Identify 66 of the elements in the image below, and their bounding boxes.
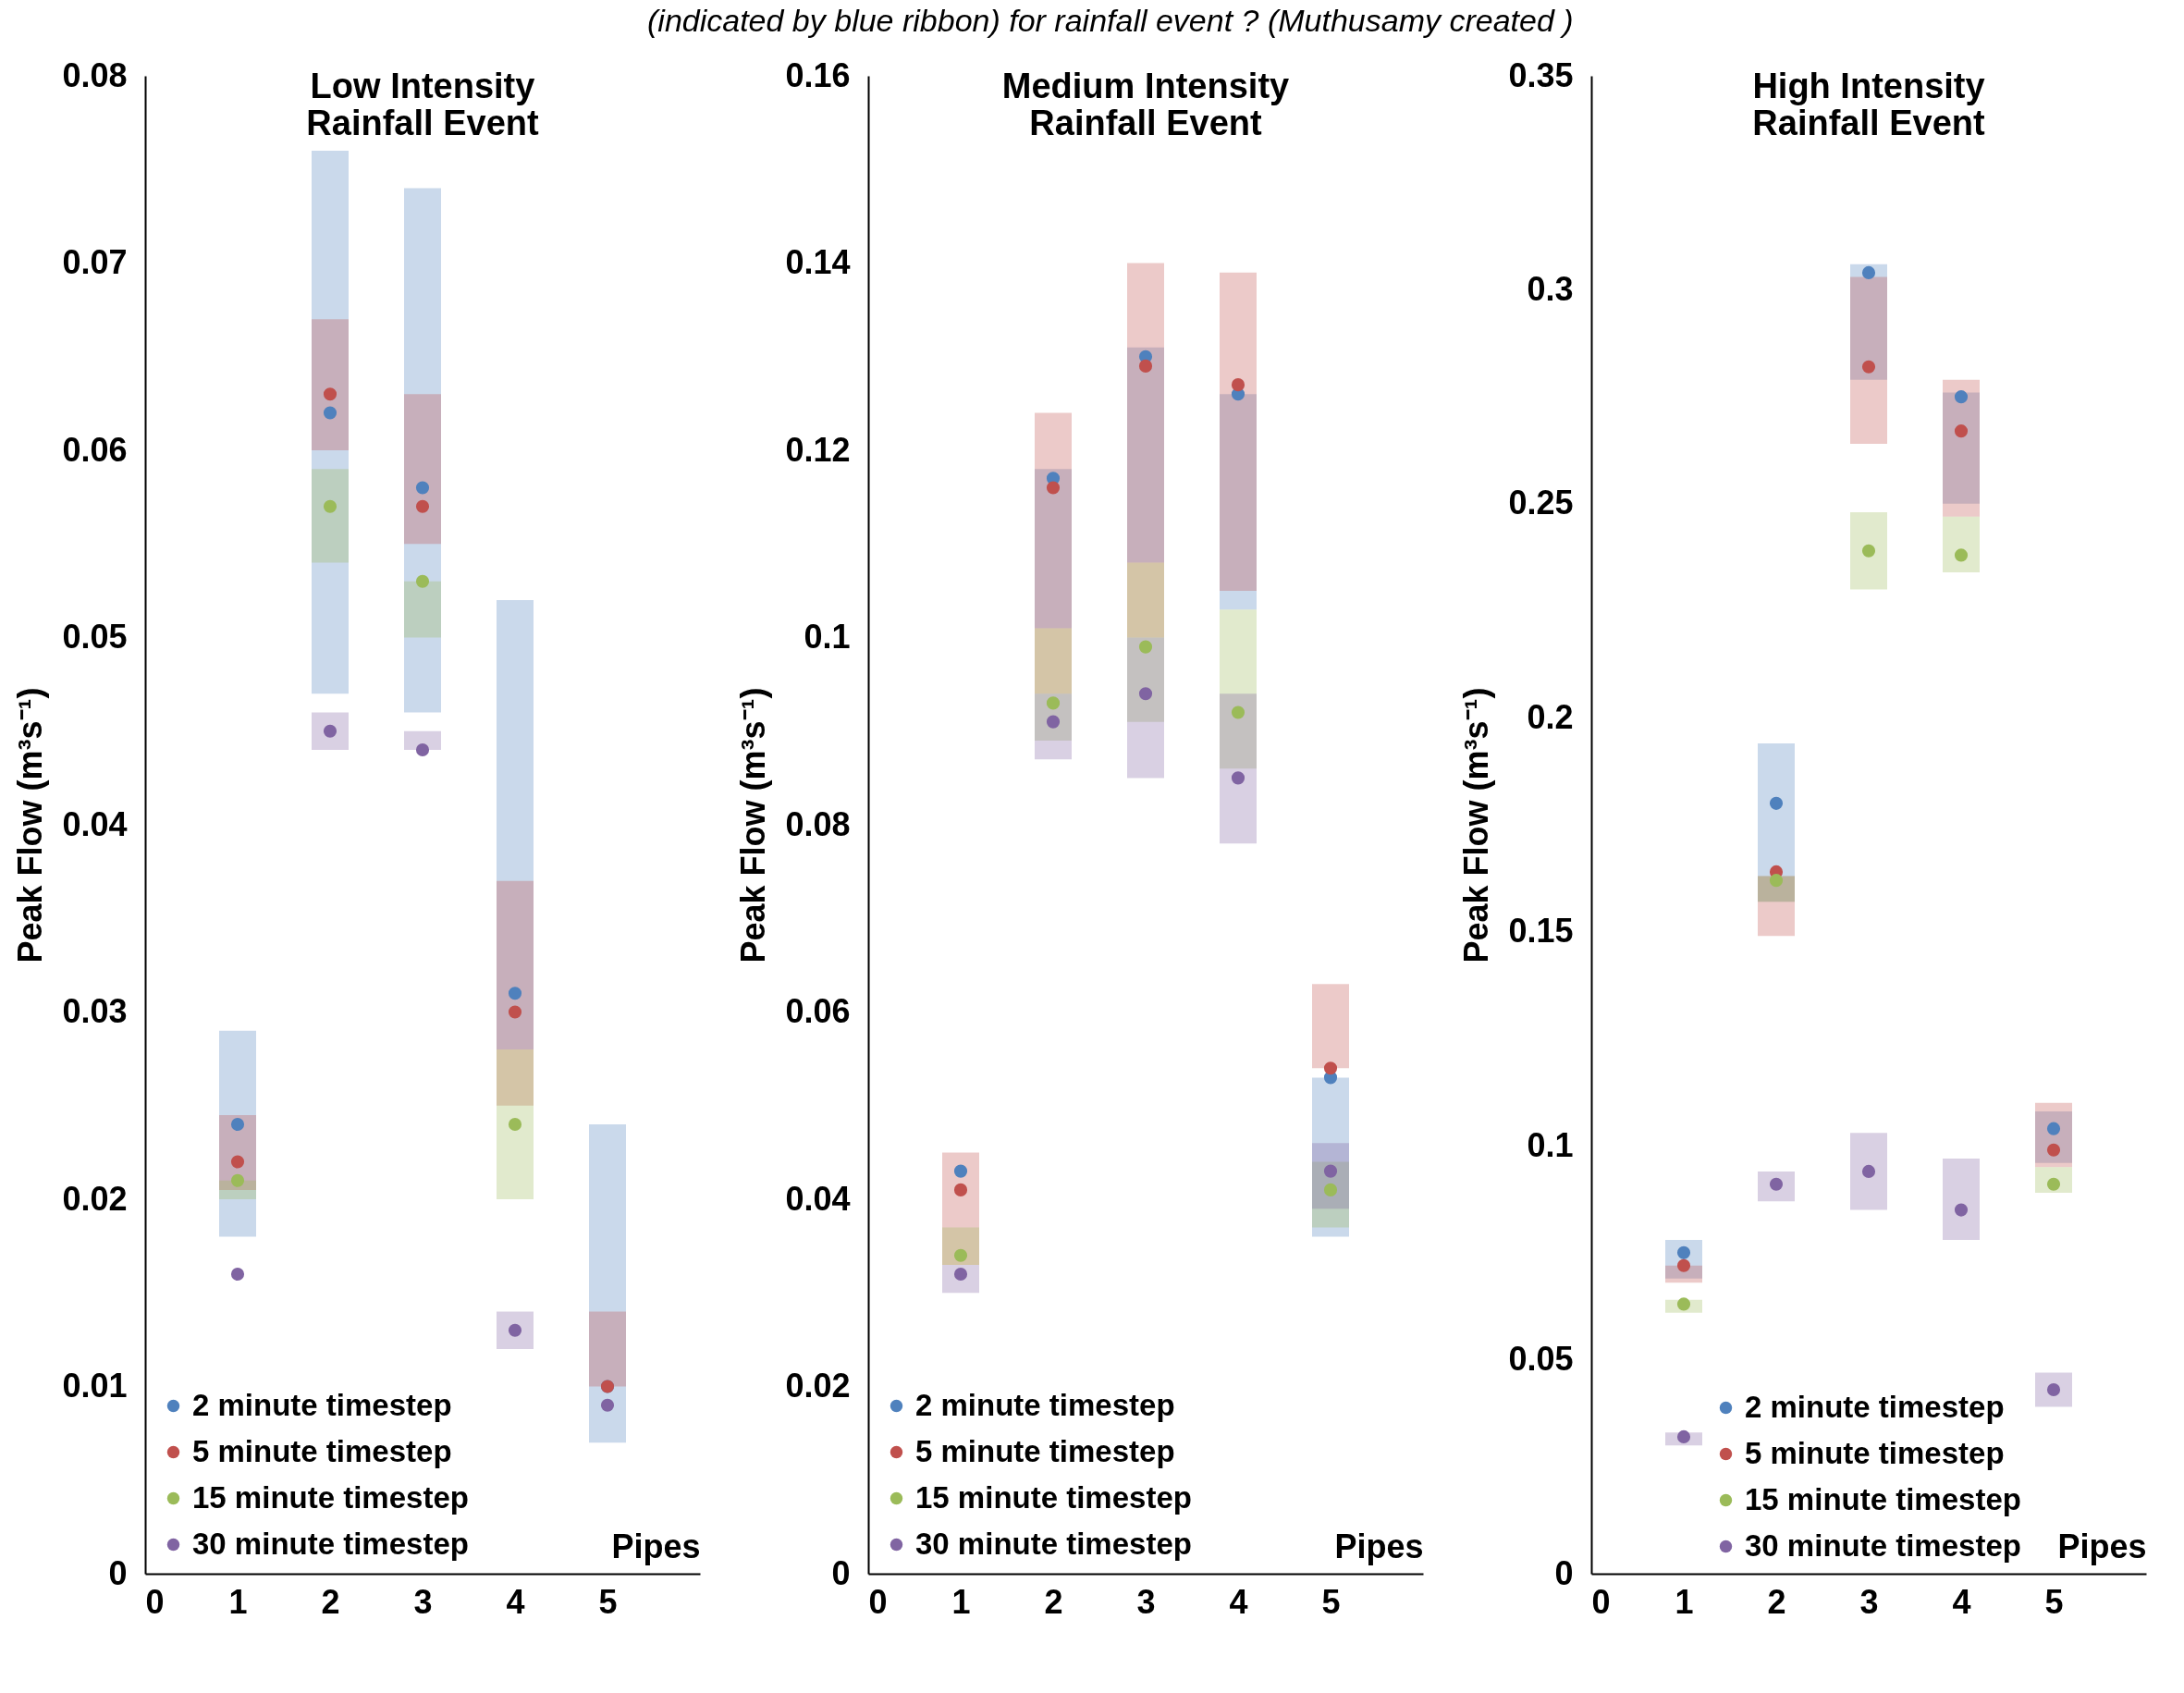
y-tick-label: 0.02 bbox=[785, 1367, 851, 1405]
legend-label: 30 minute timestep bbox=[192, 1526, 469, 1561]
y-tick-label: 0.35 bbox=[1508, 55, 1574, 94]
legend-label: 30 minute timestep bbox=[1745, 1527, 2021, 1563]
y-tick-label: 0.08 bbox=[62, 55, 128, 94]
x-tick-label: 5 bbox=[2044, 1582, 2064, 1621]
x-tick-label: 4 bbox=[1952, 1582, 1971, 1621]
y-tick-label: 0.06 bbox=[62, 430, 128, 469]
y-tick-label: 0.25 bbox=[1508, 484, 1574, 522]
y-tick-label: 0.04 bbox=[62, 804, 128, 843]
legend-label: 2 minute timestep bbox=[192, 1387, 452, 1422]
y-tick-label: 0.14 bbox=[785, 243, 851, 281]
x-tick-label: 1 bbox=[951, 1582, 971, 1621]
y-tick-label: 0.12 bbox=[785, 430, 851, 469]
y-tick-label: 0 bbox=[1554, 1553, 1574, 1592]
y-tick-label: 0.02 bbox=[62, 1179, 128, 1218]
y-axis-title: Peak Flow (m³s⁻¹) bbox=[11, 687, 50, 963]
legend-label: 2 minute timestep bbox=[1745, 1389, 2005, 1424]
y-tick-label: 0.08 bbox=[785, 804, 851, 843]
x-tick-label: 0 bbox=[145, 1582, 165, 1621]
y-tick-label: 0.04 bbox=[785, 1179, 851, 1218]
y-tick-label: 0.05 bbox=[62, 618, 128, 656]
y-axis-title: Peak Flow (m³s⁻¹) bbox=[1457, 687, 1496, 963]
x-tick-label: 5 bbox=[598, 1582, 618, 1621]
x-tick-label: 4 bbox=[1229, 1582, 1248, 1621]
text: (indicated by blue ribbon) for rainfall event ? (Muthusamy created ) bbox=[647, 2, 1574, 40]
x-tick-label: 0 bbox=[1591, 1582, 1611, 1621]
x-tick-label: 2 bbox=[1767, 1582, 1786, 1621]
legend-label: 15 minute timestep bbox=[1745, 1481, 2021, 1516]
x-tick-label: 0 bbox=[868, 1582, 888, 1621]
y-tick-label: 0.15 bbox=[1508, 912, 1574, 951]
x-tick-label: 3 bbox=[1136, 1582, 1156, 1621]
x-tick-label: 5 bbox=[1321, 1582, 1341, 1621]
y-tick-label: 0.05 bbox=[1508, 1340, 1574, 1379]
x-axis-title: Pipes bbox=[611, 1527, 701, 1565]
x-tick-label: 2 bbox=[321, 1582, 340, 1621]
y-tick-label: 0 bbox=[831, 1553, 851, 1592]
chart-title: High Intensity Rainfall Event bbox=[1752, 67, 1985, 142]
y-tick-label: 0.16 bbox=[785, 55, 851, 94]
y-tick-label: 0.03 bbox=[62, 992, 128, 1030]
chart-title: Low Intensity Rainfall Event bbox=[306, 67, 539, 142]
legend-label: 5 minute timestep bbox=[1745, 1435, 2005, 1470]
y-tick-label: 0.1 bbox=[1527, 1125, 1574, 1164]
x-tick-label: 2 bbox=[1044, 1582, 1063, 1621]
y-tick-label: 0.3 bbox=[1527, 269, 1574, 308]
x-tick-label: 4 bbox=[506, 1582, 525, 1621]
x-axis-title: Pipes bbox=[2057, 1527, 2147, 1565]
y-tick-label: 0.01 bbox=[62, 1367, 128, 1405]
y-tick-label: 0.1 bbox=[804, 618, 851, 656]
y-tick-label: 0.06 bbox=[785, 992, 851, 1030]
legend-label: 5 minute timestep bbox=[915, 1433, 1175, 1468]
chart-title: Medium Intensity Rainfall Event bbox=[1001, 67, 1290, 142]
legend-label: 30 minute timestep bbox=[915, 1526, 1192, 1561]
y-tick-label: 0 bbox=[108, 1553, 128, 1592]
x-tick-label: 3 bbox=[413, 1582, 433, 1621]
y-axis-title: Peak Flow (m³s⁻¹) bbox=[734, 687, 773, 963]
legend-label: 5 minute timestep bbox=[192, 1433, 452, 1468]
x-tick-label: 1 bbox=[228, 1582, 248, 1621]
y-tick-label: 0.2 bbox=[1527, 697, 1574, 736]
y-tick-label: 0.07 bbox=[62, 243, 128, 281]
x-axis-title: Pipes bbox=[1334, 1527, 1424, 1565]
legend-label: 15 minute timestep bbox=[915, 1479, 1192, 1515]
x-tick-label: 1 bbox=[1675, 1582, 1694, 1621]
legend-label: 2 minute timestep bbox=[915, 1387, 1175, 1422]
legend-label: 15 minute timestep bbox=[192, 1479, 469, 1515]
x-tick-label: 3 bbox=[1859, 1582, 1879, 1621]
